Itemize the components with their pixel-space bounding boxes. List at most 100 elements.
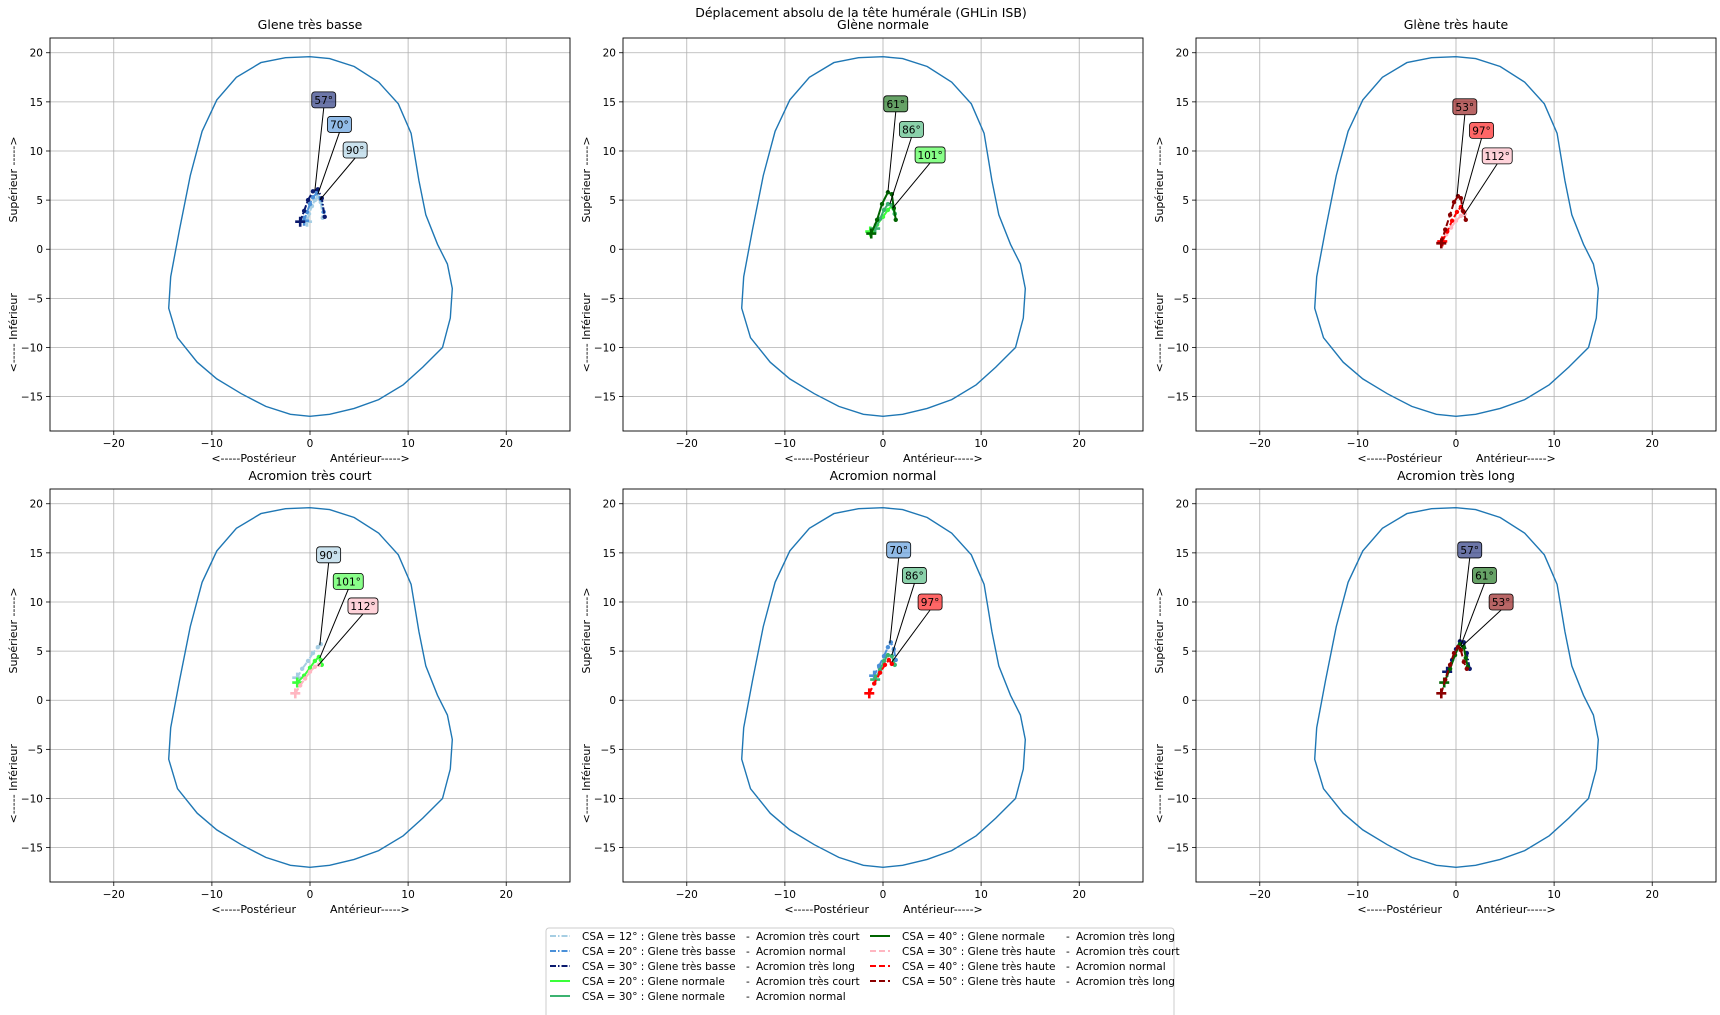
annotation-arrow bbox=[1460, 558, 1470, 641]
y-tick-label: −15 bbox=[594, 392, 616, 404]
legend-separator: - bbox=[1066, 961, 1070, 973]
annotation-label: 53° bbox=[1492, 597, 1511, 609]
y-axis-label-inferior: <----- Inférieur bbox=[7, 744, 20, 824]
y-axis-label-superior: Supérieur -----> bbox=[7, 587, 20, 673]
x-axis-label-posterior: <-----Postérieur bbox=[211, 452, 296, 465]
legend-label: CSA = 40° : Glene très haute bbox=[902, 961, 1055, 973]
x-tick-label: 20 bbox=[1646, 889, 1659, 901]
y-tick-label: 5 bbox=[1182, 195, 1189, 207]
x-axis-label-anterior: Antérieur-----> bbox=[903, 452, 983, 465]
legend-entry: CSA = 12° : Glene très basse - Acromion tr… bbox=[550, 931, 860, 943]
x-tick-label: 20 bbox=[1646, 438, 1659, 450]
y-tick-label: −10 bbox=[594, 342, 616, 354]
series-point bbox=[1443, 677, 1447, 681]
legend-entry: CSA = 20° : Glene très basse - Acromion no… bbox=[550, 946, 846, 958]
y-tick-label: 0 bbox=[36, 695, 43, 707]
annotation-arrow bbox=[890, 137, 912, 204]
legend-acromion: Acromion normal bbox=[1076, 961, 1166, 973]
series-point bbox=[887, 658, 891, 662]
legend-separator: - bbox=[1066, 976, 1070, 988]
legend-acromion: Acromion très long bbox=[1076, 976, 1175, 988]
series-point bbox=[886, 653, 890, 657]
x-tick-label: 10 bbox=[401, 889, 414, 901]
annotation-label: 57° bbox=[1460, 545, 1479, 557]
y-tick-label: 0 bbox=[36, 244, 43, 256]
annotation-arrow bbox=[320, 158, 355, 200]
annotation-arrow bbox=[320, 563, 329, 645]
subplot-title: Glène normale bbox=[837, 17, 929, 32]
legend-entry: CSA = 30° : Glene très haute - Acromion tr… bbox=[870, 946, 1180, 958]
x-tick-label: −20 bbox=[1249, 438, 1271, 450]
start-marker bbox=[1436, 238, 1446, 248]
y-tick-label: 15 bbox=[1176, 548, 1189, 560]
y-tick-label: 5 bbox=[609, 195, 616, 207]
start-marker bbox=[1436, 688, 1446, 698]
y-axis-label-superior: Supérieur -----> bbox=[1153, 136, 1166, 222]
y-tick-label: 0 bbox=[1182, 695, 1189, 707]
y-tick-label: 10 bbox=[30, 597, 43, 609]
legend-separator: - bbox=[1066, 931, 1070, 943]
y-tick-label: 20 bbox=[30, 499, 43, 511]
y-tick-label: −10 bbox=[594, 793, 616, 805]
series-point bbox=[1448, 663, 1452, 667]
x-axis-label-anterior: Antérieur-----> bbox=[330, 452, 410, 465]
y-tick-label: 0 bbox=[1182, 244, 1189, 256]
y-tick-label: 20 bbox=[1176, 499, 1189, 511]
y-tick-label: 15 bbox=[603, 97, 616, 109]
series-point bbox=[1452, 651, 1456, 655]
series-point bbox=[894, 218, 898, 222]
glenoid-outline bbox=[742, 508, 1026, 868]
x-axis-label-posterior: <-----Postérieur bbox=[211, 903, 296, 916]
series-point bbox=[882, 659, 886, 663]
x-tick-label: 20 bbox=[1073, 438, 1086, 450]
annotation-label: 61° bbox=[1475, 570, 1494, 582]
x-axis-label-posterior: <-----Postérieur bbox=[1357, 903, 1442, 916]
series-point bbox=[878, 671, 882, 675]
y-tick-label: 10 bbox=[1176, 597, 1189, 609]
legend-label: CSA = 12° : Glene très basse bbox=[582, 931, 736, 943]
subplots: Glene très basse−20 −10 0 10 20−15−10−505101… bbox=[7, 17, 1716, 916]
x-tick-label: −10 bbox=[1347, 889, 1369, 901]
y-axis-label-superior: Supérieur -----> bbox=[580, 587, 593, 673]
x-tick-label: 20 bbox=[500, 889, 513, 901]
y-tick-label: −15 bbox=[21, 392, 43, 404]
x-tick-label: 0 bbox=[1453, 889, 1460, 901]
annotation-label: 61° bbox=[886, 99, 905, 111]
legend-acromion: Acromion très court bbox=[756, 931, 860, 943]
series-point bbox=[1454, 219, 1458, 223]
x-tick-label: 10 bbox=[974, 889, 987, 901]
x-tick-label: 0 bbox=[307, 889, 314, 901]
series-point bbox=[1452, 200, 1456, 204]
y-axis-label-superior: Supérieur -----> bbox=[7, 136, 20, 222]
annotation-arrow bbox=[315, 108, 324, 190]
y-tick-label: 20 bbox=[603, 499, 616, 511]
annotation-arrow bbox=[1462, 138, 1482, 208]
x-axis-label-anterior: Antérieur-----> bbox=[330, 903, 410, 916]
y-tick-label: 20 bbox=[603, 48, 616, 60]
series-point bbox=[1449, 225, 1453, 229]
y-tick-label: 5 bbox=[36, 646, 43, 658]
subplot: Acromion très court−20 −10 0 10 20−15−10−505… bbox=[7, 468, 570, 916]
x-axis-label-posterior: <-----Postérieur bbox=[784, 452, 869, 465]
annotation-arrow bbox=[1460, 610, 1501, 648]
x-tick-label: 0 bbox=[307, 438, 314, 450]
annotation-label: 70° bbox=[330, 119, 349, 131]
legend-acromion: Acromion très long bbox=[1076, 931, 1175, 943]
x-axis-label-anterior: Antérieur-----> bbox=[903, 903, 983, 916]
x-tick-label: 0 bbox=[1453, 438, 1460, 450]
series-point bbox=[886, 202, 890, 206]
series-point bbox=[313, 665, 317, 669]
x-tick-label: 10 bbox=[974, 438, 987, 450]
series-point bbox=[880, 202, 884, 206]
legend-acromion: Acromion très court bbox=[756, 976, 860, 988]
series-point bbox=[1464, 218, 1468, 222]
x-tick-label: −10 bbox=[1347, 438, 1369, 450]
annotation-label: 101° bbox=[336, 576, 361, 588]
y-tick-label: 20 bbox=[1176, 48, 1189, 60]
series-point bbox=[890, 662, 894, 666]
legend: CSA = 12° : Glene très basse - Acromion tr… bbox=[546, 928, 1180, 1015]
legend-separator: - bbox=[746, 961, 750, 973]
annotation-arrow bbox=[890, 558, 899, 643]
x-tick-label: 0 bbox=[880, 889, 887, 901]
legend-acromion: Acromion très court bbox=[1076, 946, 1180, 958]
